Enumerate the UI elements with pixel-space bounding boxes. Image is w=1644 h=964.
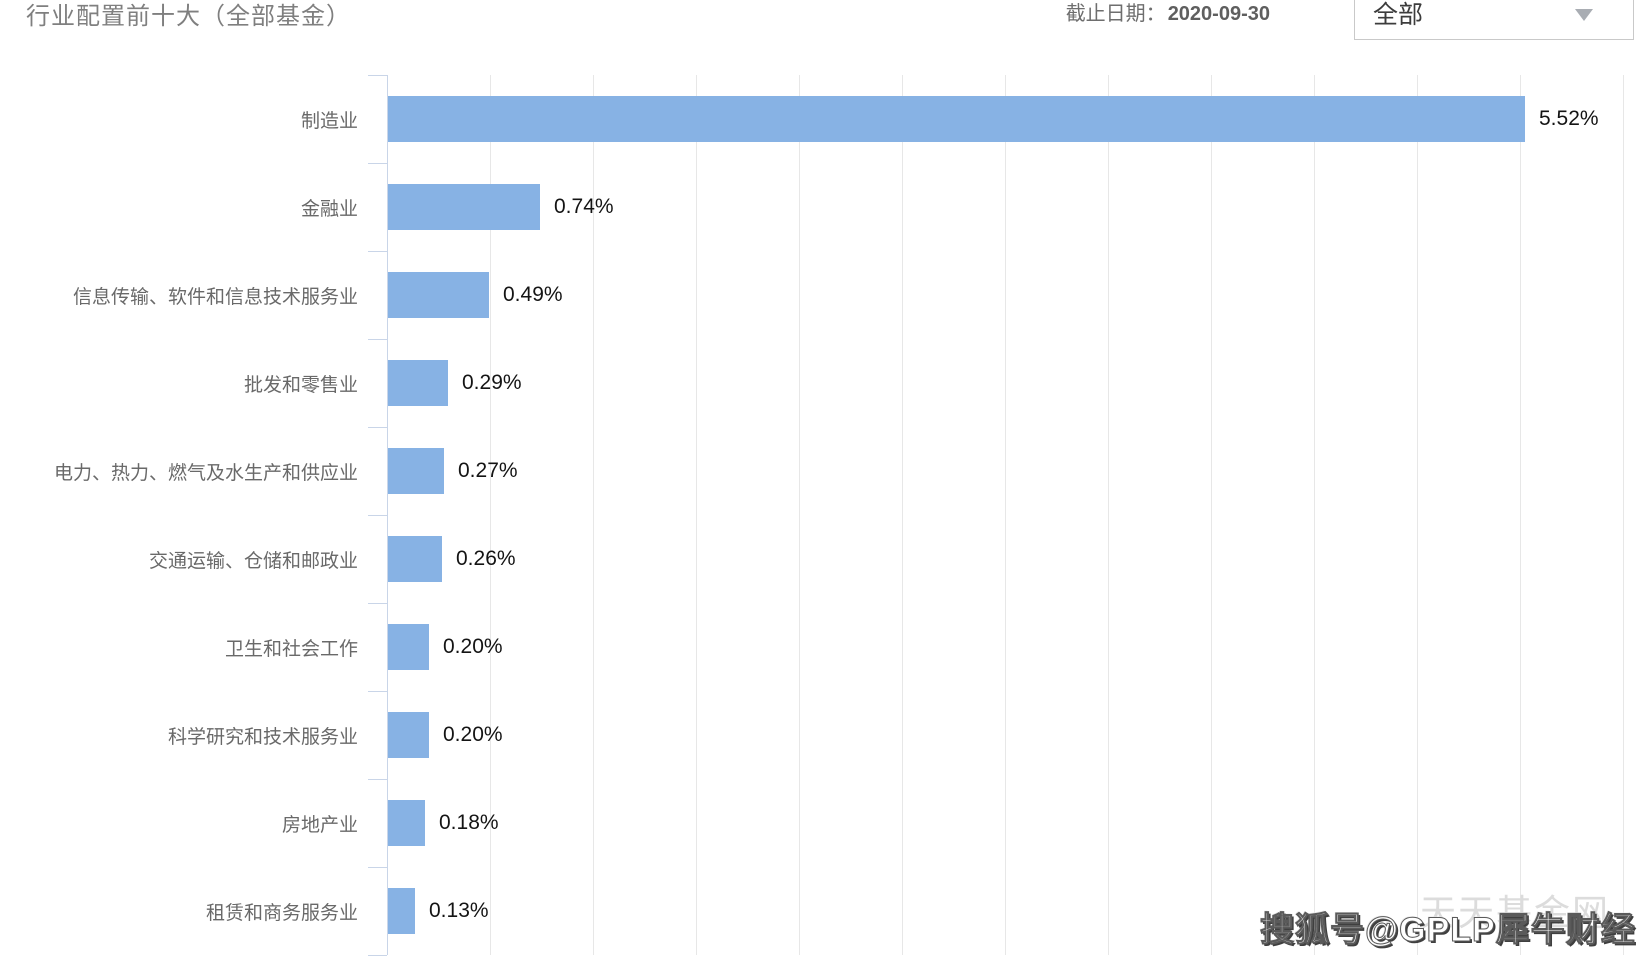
category-label: 批发和零售业	[243, 374, 358, 396]
value-label: 5.52%	[1539, 107, 1599, 130]
category-label: 卫生和社会工作	[224, 638, 358, 660]
value-label: 0.49%	[503, 283, 563, 306]
y-axis-line	[387, 75, 388, 955]
as-of-date-value: 2020-09-30	[1167, 3, 1270, 25]
category-label: 金融业	[300, 198, 358, 220]
category-label: 房地产业	[281, 814, 358, 836]
y-axis-tick	[368, 251, 387, 252]
bar[interactable]	[388, 448, 444, 494]
y-axis-tick	[368, 955, 387, 956]
y-axis-tick	[368, 75, 387, 76]
bar[interactable]	[388, 536, 442, 582]
value-label: 0.20%	[443, 635, 503, 658]
x-gridline	[490, 75, 491, 955]
byline-watermark: 搜狐号@GPLP犀牛财经	[1260, 911, 1636, 950]
value-label: 0.13%	[429, 899, 489, 922]
as-of-date-label: 截止日期：	[1065, 3, 1166, 25]
value-label: 0.29%	[462, 371, 522, 394]
x-gridline	[1005, 75, 1006, 955]
category-label: 信息传输、软件和信息技术服务业	[72, 286, 358, 308]
bar[interactable]	[388, 800, 425, 846]
y-axis-tick	[368, 691, 387, 692]
x-gridline	[1417, 75, 1418, 955]
chevron-down-icon	[1575, 9, 1593, 21]
category-label: 租赁和商务服务业	[205, 902, 358, 924]
x-gridline	[696, 75, 697, 955]
x-gridline	[1108, 75, 1109, 955]
y-axis-tick	[368, 779, 387, 780]
x-gridline	[1314, 75, 1315, 955]
site-watermark: 天天基金网	[1420, 892, 1611, 933]
x-gridline	[1623, 75, 1624, 955]
as-of-date: 截止日期： 2020-09-30	[1030, 0, 1270, 31]
bar[interactable]	[388, 360, 448, 406]
value-label: 0.74%	[554, 195, 614, 218]
bar[interactable]	[388, 712, 429, 758]
bar[interactable]	[388, 624, 429, 670]
y-axis-tick	[368, 867, 387, 868]
y-axis-tick	[368, 339, 387, 340]
category-label: 科学研究和技术服务业	[167, 726, 358, 748]
x-gridline	[1520, 75, 1521, 955]
bar[interactable]	[388, 272, 489, 318]
x-gridline	[799, 75, 800, 955]
y-axis-tick	[368, 163, 387, 164]
y-axis-tick	[368, 603, 387, 604]
value-label: 0.18%	[439, 811, 499, 834]
x-gridline	[1211, 75, 1212, 955]
x-gridline	[902, 75, 903, 955]
y-axis-tick	[368, 515, 387, 516]
y-axis-tick	[368, 427, 387, 428]
x-gridline	[593, 75, 594, 955]
bar[interactable]	[388, 96, 1525, 142]
chart-title: 行业配置前十大（全部基金）	[26, 3, 351, 30]
value-label: 0.27%	[458, 459, 518, 482]
category-label: 电力、热力、燃气及水生产和供应业	[53, 462, 358, 484]
category-label: 交通运输、仓储和邮政业	[148, 550, 358, 572]
fund-scope-dropdown[interactable]: 全部	[1354, 0, 1634, 40]
fund-scope-dropdown-value: 全部	[1373, 1, 1424, 29]
bar[interactable]	[388, 184, 540, 230]
bar[interactable]	[388, 888, 415, 934]
value-label: 0.26%	[456, 547, 516, 570]
value-label: 0.20%	[443, 723, 503, 746]
category-label: 制造业	[300, 110, 358, 132]
